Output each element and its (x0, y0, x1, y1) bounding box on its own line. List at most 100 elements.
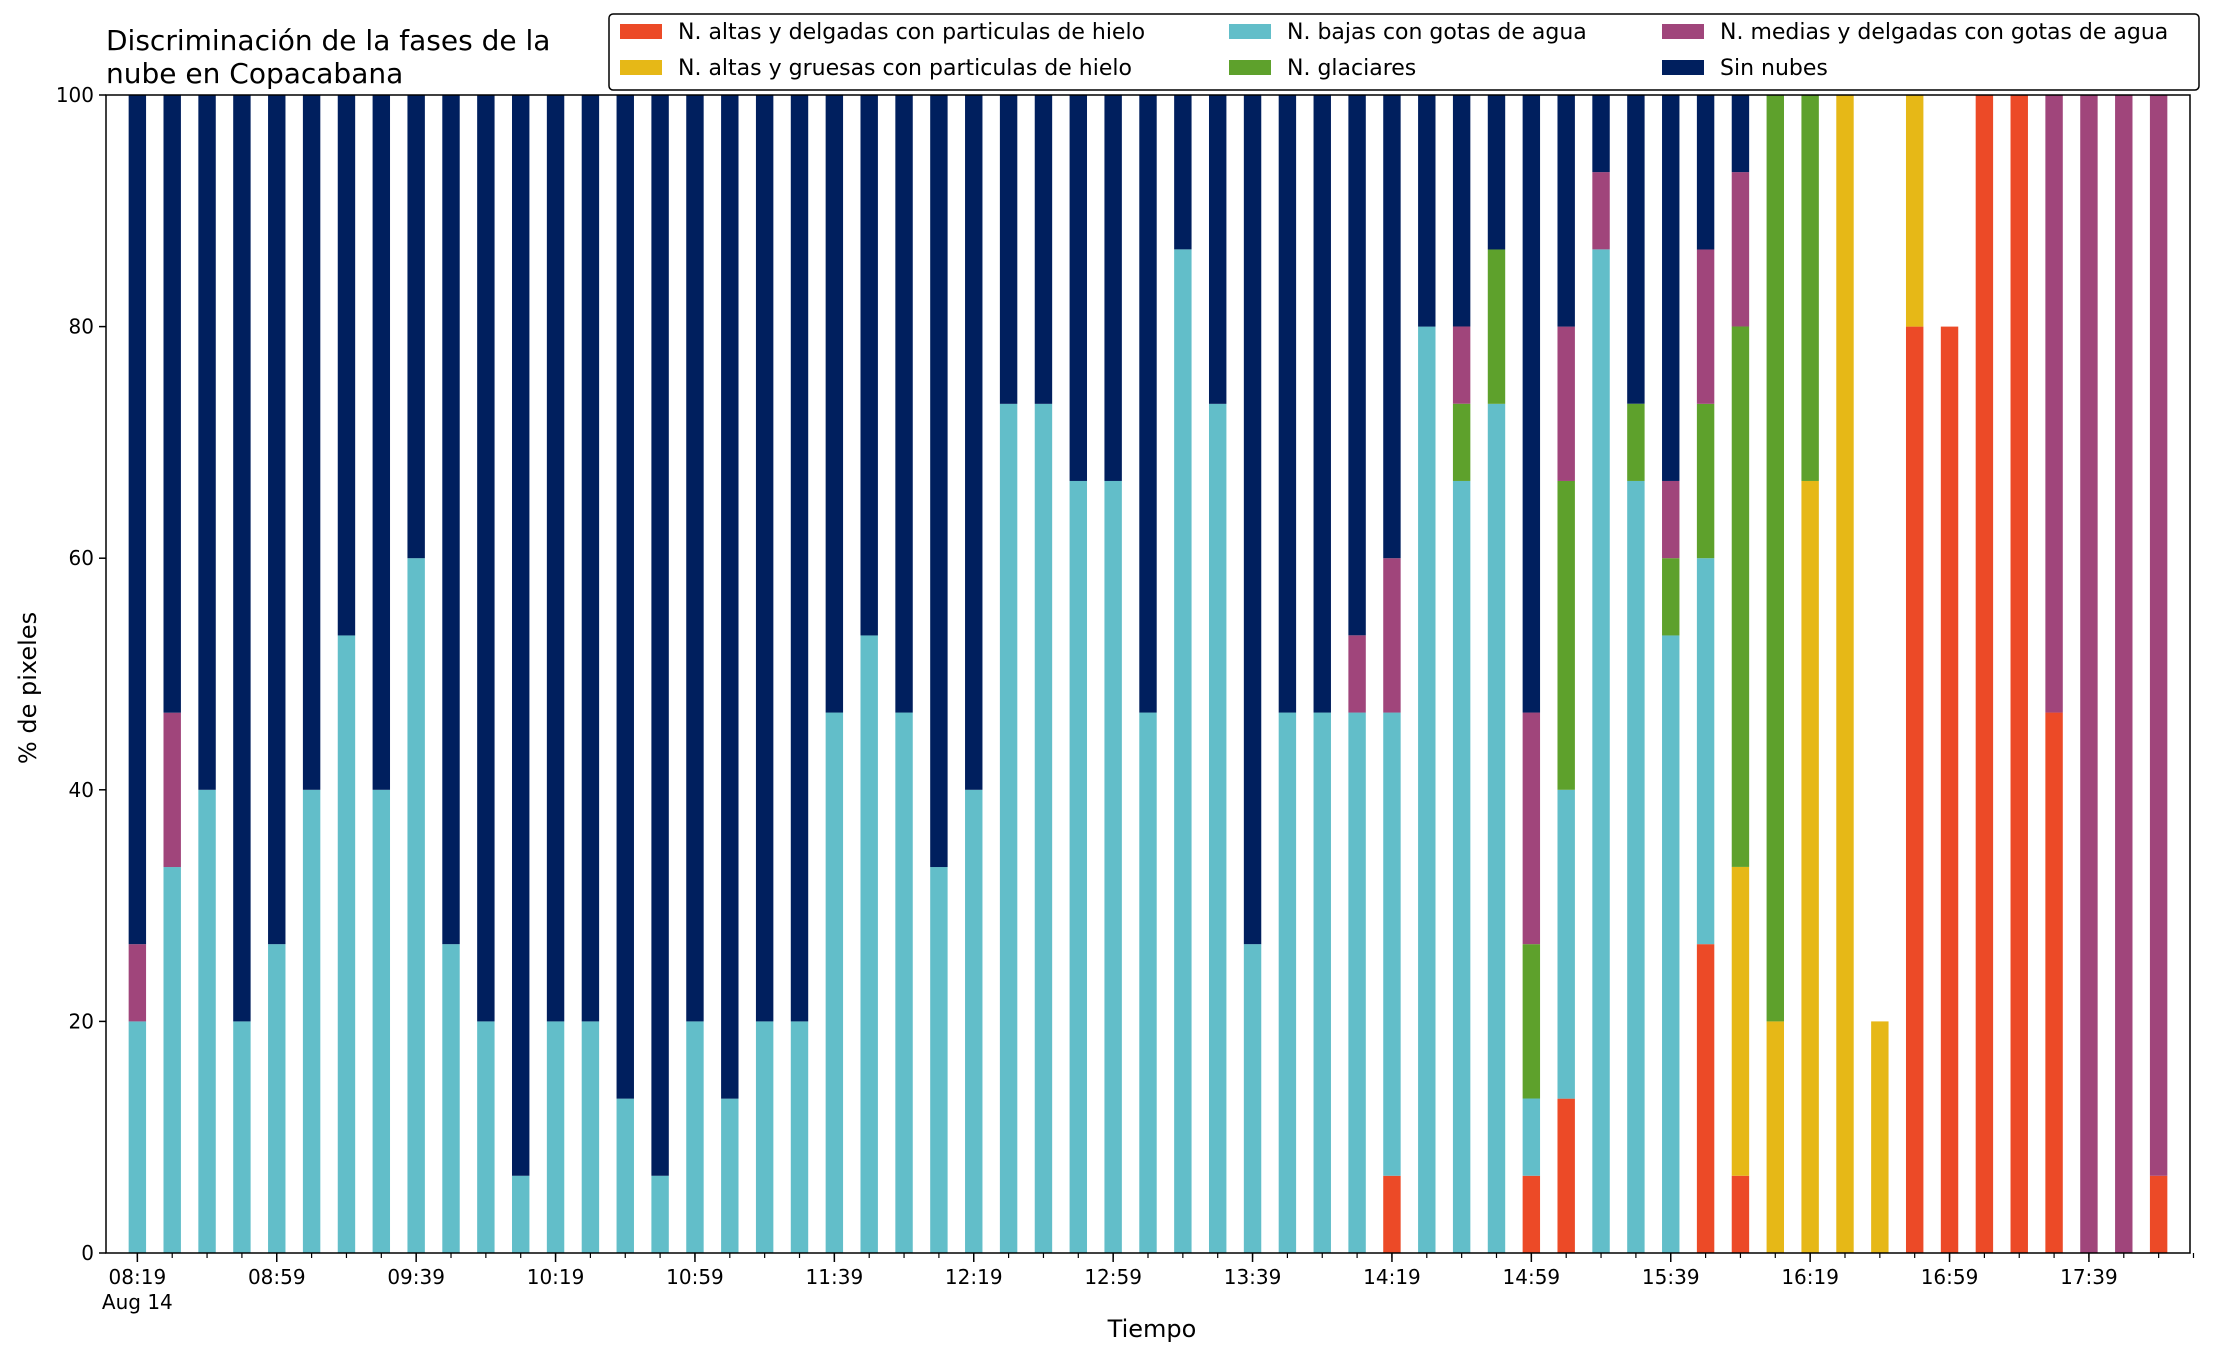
bar-segment-s5-14 (616, 95, 634, 1099)
bar-segment-s2-24 (965, 789, 983, 1253)
bar-segment-s4-42 (1592, 172, 1610, 250)
bar-segment-s5-23 (930, 95, 948, 868)
bar-segment-s3-38 (1452, 403, 1471, 481)
bar-segment-s5-43 (1627, 94, 1645, 404)
bar-segment-s3-44 (1662, 558, 1680, 636)
y-tick-label-20: 20 (69, 1009, 94, 1033)
bar-segment-s0-52 (1940, 326, 1959, 1254)
bar-segment-s0-58 (2149, 1175, 2168, 1253)
plot-frame (105, 94, 2191, 1254)
bar-segment-s2-27 (1069, 480, 1088, 1254)
bar-segment-s5-41 (1557, 95, 1575, 327)
bar-segment-s1-47 (1766, 1021, 1784, 1253)
x-axis-label: Tiempo (1107, 1315, 1197, 1343)
bar-segment-s2-19 (790, 1021, 809, 1253)
bar-segment-s2-23 (930, 867, 948, 1253)
bar-segment-s5-25 (999, 95, 1018, 404)
legend-label-4: N. medias y delgadas con gotas de agua (1720, 20, 2168, 45)
bar-segment-s5-42 (1592, 94, 1610, 173)
x-tick-sublabel-0: Aug 14 (102, 1290, 173, 1314)
x-tick-label-56: 17:39 (2060, 1265, 2118, 1289)
bar-segment-s4-0 (128, 944, 147, 1022)
bar-segment-s0-45 (1696, 944, 1715, 1253)
legend-label-2: N. bajas con gotas de agua (1287, 20, 1587, 45)
bar-segment-s2-26 (1034, 403, 1053, 1254)
bar-segment-s5-10 (477, 95, 495, 1022)
bar-segment-s5-9 (442, 95, 460, 945)
bar-segment-s5-1 (163, 95, 181, 713)
bar-segment-s2-35 (1348, 712, 1366, 1253)
bar-segment-s5-40 (1522, 95, 1541, 713)
legend-label-3: N. glaciares (1287, 56, 1416, 81)
bar-segment-s5-20 (825, 95, 844, 713)
bar-segment-s2-7 (372, 789, 391, 1253)
x-tick-label-28: 12:59 (1084, 1265, 1142, 1289)
y-tick-label-40: 40 (69, 778, 94, 802)
legend-label-1: N. altas y gruesas con particulas de hie… (678, 56, 1132, 81)
bar-segment-s2-0 (128, 1021, 147, 1253)
bar-segment-s5-24 (965, 95, 983, 790)
bar-segment-s1-49 (1836, 95, 1854, 1253)
legend-swatch-5 (1662, 60, 1704, 75)
bar-segment-s5-28 (1104, 95, 1122, 481)
bar-segment-s2-42 (1592, 249, 1610, 1254)
bar-segment-s0-40 (1522, 1175, 1541, 1253)
bar-segment-s5-16 (686, 95, 704, 1022)
bar-segment-s5-26 (1034, 95, 1053, 404)
bar-segment-s3-39 (1487, 249, 1506, 404)
bar-segment-s5-21 (860, 95, 878, 636)
legend: N. altas y delgadas con particulas de hi… (608, 13, 2200, 91)
x-tick-label-20: 11:39 (806, 1265, 864, 1289)
bar-segment-s2-20 (825, 712, 844, 1253)
bar-segment-s4-38 (1452, 326, 1471, 404)
bar-segment-s5-46 (1731, 94, 1750, 173)
bar-segment-s2-32 (1243, 944, 1262, 1253)
bar-segment-s5-13 (581, 95, 600, 1022)
bar-segment-s5-45 (1696, 95, 1715, 250)
bar-segment-s2-8 (407, 558, 425, 1253)
bar-segment-s0-53 (1975, 95, 1994, 1253)
bar-segment-s4-36 (1383, 558, 1401, 713)
bar-segment-s0-46 (1731, 1175, 1750, 1253)
x-tick-label-48: 16:19 (1781, 1265, 1839, 1289)
x-tick-label-16: 10:59 (666, 1265, 724, 1289)
bar-segment-s5-0 (128, 95, 147, 945)
bar-segment-s0-54 (2010, 95, 2028, 1253)
legend-swatch-4 (1662, 24, 1704, 39)
bar-segment-s3-40 (1522, 944, 1541, 1099)
bar-segment-s5-4 (268, 95, 286, 945)
y-tick-label-0: 0 (81, 1241, 94, 1265)
bar-segment-s4-58 (2149, 95, 2168, 1176)
bar-segment-s2-45 (1696, 558, 1715, 945)
chart-title-line-2: nube en Copacabana (106, 57, 403, 90)
x-tick-label-4: 08:59 (248, 1265, 306, 1289)
bar-segment-s5-34 (1313, 95, 1331, 713)
bar-segment-s3-41 (1557, 480, 1575, 790)
bar-segment-s2-31 (1208, 403, 1227, 1254)
bar-segment-s5-2 (198, 95, 216, 790)
bar-segment-s4-46 (1731, 172, 1750, 327)
bar-segment-s2-9 (442, 944, 460, 1253)
bar-segment-s5-30 (1174, 95, 1192, 250)
bar-segment-s2-34 (1313, 712, 1331, 1253)
bar-segment-s5-5 (302, 95, 321, 790)
legend-swatch-3 (1229, 60, 1271, 75)
x-tick-label-24: 12:19 (945, 1265, 1003, 1289)
bar-segment-s5-36 (1383, 95, 1401, 559)
bar-segment-s2-21 (860, 635, 878, 1253)
bar-segment-s5-35 (1348, 94, 1366, 636)
bar-segment-s2-28 (1104, 480, 1122, 1254)
bar-segment-s2-2 (198, 789, 216, 1253)
bar-segment-s2-25 (999, 403, 1018, 1254)
bar-segment-s1-48 (1801, 480, 1819, 1254)
x-tick-label-44: 15:39 (1642, 1265, 1700, 1289)
bar-segment-s5-32 (1243, 95, 1262, 945)
bar-segment-s1-50 (1871, 1021, 1889, 1253)
bar-segment-s0-36 (1383, 1175, 1401, 1253)
bar-segment-s4-44 (1662, 480, 1680, 559)
bar-segment-s0-51 (1905, 326, 1924, 1254)
bar-segment-s2-17 (721, 1098, 739, 1253)
